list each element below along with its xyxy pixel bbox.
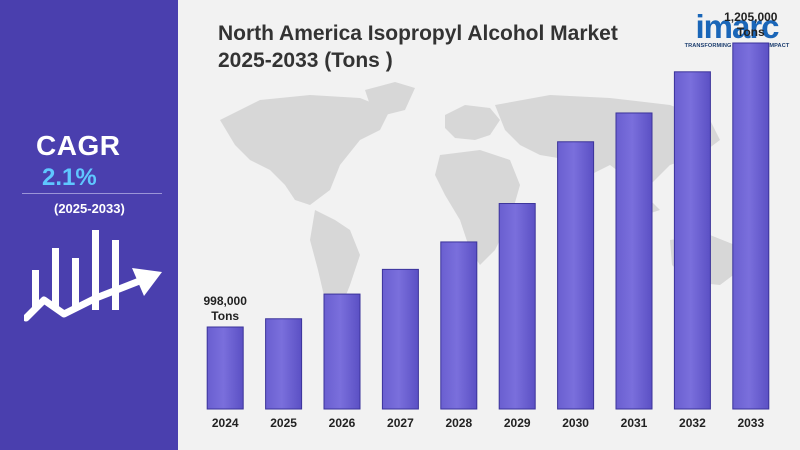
x-tick-label-2028: 2028	[445, 416, 472, 430]
x-tick-label-2032: 2032	[679, 416, 706, 430]
x-tick-label-2029: 2029	[504, 416, 531, 430]
bar-2033	[732, 42, 770, 410]
bar-2031	[615, 112, 653, 410]
data-label-2033-unit: Tons	[737, 25, 765, 39]
x-tick-label-2031: 2031	[621, 416, 648, 430]
bar-2028	[440, 241, 478, 410]
cagr-value: 2.1%	[42, 164, 97, 191]
cagr-period: (2025-2033)	[54, 201, 125, 216]
bar-2032	[673, 71, 711, 410]
cagr-panel: CAGR 2.1% (2025-2033)	[0, 0, 178, 450]
x-tick-label-2033: 2033	[737, 416, 764, 430]
bar-2026	[323, 293, 361, 410]
logo-wordmark: imarc	[695, 8, 779, 45]
chart-title-line-1: North America Isopropyl Alcohol Market	[218, 22, 618, 45]
x-tick-label-2024: 2024	[212, 416, 239, 430]
bar-2027	[381, 268, 419, 410]
data-label-2033-value: 1,205,000	[724, 10, 778, 24]
bar-2024	[206, 326, 244, 410]
data-label-2024-unit: Tons	[211, 309, 239, 323]
world-map-background	[220, 82, 740, 320]
chart-title: North America Isopropyl Alcohol Market 2…	[218, 20, 678, 74]
x-tick-label-2026: 2026	[329, 416, 356, 430]
bar-2030	[557, 141, 595, 410]
x-tick-label-2027: 2027	[387, 416, 414, 430]
growth-chart-arrow-icon	[24, 230, 162, 322]
data-label-2024-value: 998,000	[204, 294, 248, 308]
x-tick-label-2025: 2025	[270, 416, 297, 430]
bar-2029	[498, 203, 536, 410]
x-tick-label-2030: 2030	[562, 416, 589, 430]
divider	[22, 193, 162, 194]
chart-title-line-2: 2025-2033 (Tons )	[218, 49, 393, 72]
cagr-label: CAGR	[36, 130, 121, 161]
bar-2025	[265, 318, 303, 410]
